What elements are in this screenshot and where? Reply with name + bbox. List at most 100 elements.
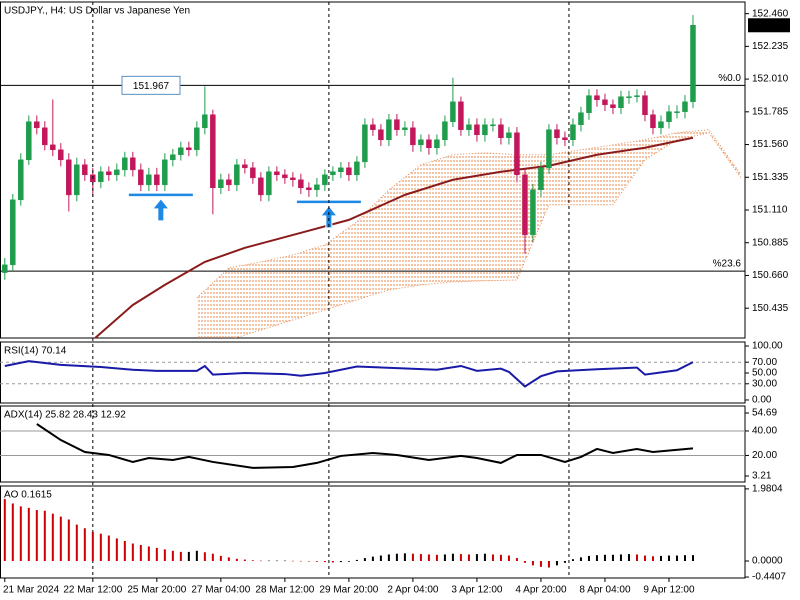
ao-bar <box>291 560 294 562</box>
x-tick-label: 21 Mar 2024 <box>3 585 60 596</box>
candle-body <box>42 127 48 146</box>
candle-body <box>562 137 568 140</box>
ao-bar <box>619 554 622 561</box>
candle-body <box>458 101 464 130</box>
ao-bar <box>643 555 646 561</box>
ao-bar <box>195 550 198 561</box>
y-tick-label: 150.885 <box>752 237 789 248</box>
panel-frame <box>0 485 746 579</box>
candle-body <box>466 124 472 130</box>
y-tick-label: 0.00 <box>752 395 772 406</box>
y-tick-label: 20.00 <box>752 450 777 461</box>
ao-bar <box>515 558 518 561</box>
candle-body <box>210 114 216 188</box>
ao-bar <box>107 535 110 561</box>
candle-body <box>50 144 56 151</box>
cloud-fill <box>196 129 741 338</box>
x-tick-label: 27 Mar 04:00 <box>191 585 250 596</box>
y-tick-label: 151.560 <box>752 139 789 150</box>
candle-body <box>682 101 688 112</box>
ao-bar <box>555 560 558 566</box>
ao-bar <box>507 555 510 561</box>
ao-bar <box>499 554 502 561</box>
candle-body <box>282 174 288 179</box>
ao-bar <box>411 553 414 561</box>
level-label: %23.6 <box>713 259 742 270</box>
ao-bar <box>59 516 62 561</box>
ao-bar <box>179 551 182 561</box>
candle-body <box>338 167 344 172</box>
candle-body <box>506 132 512 138</box>
y-tick-label: 3.21 <box>752 471 772 482</box>
y-tick-label: 40.00 <box>752 426 777 437</box>
candle-body <box>410 127 416 146</box>
ao-bar <box>227 557 230 561</box>
candle-body <box>306 187 312 191</box>
candle-body <box>578 112 584 126</box>
candle-body <box>386 119 392 140</box>
ao-bar <box>3 499 6 561</box>
candle-body <box>138 169 144 186</box>
candle-body <box>378 129 384 140</box>
ao-bar <box>419 554 422 561</box>
candle-body <box>18 159 24 201</box>
ao-bar <box>667 555 670 561</box>
candle-body <box>354 161 360 176</box>
candle-body <box>218 179 224 188</box>
candle-body <box>586 95 592 113</box>
ao-bar <box>443 554 446 561</box>
ao-bar <box>83 528 86 561</box>
ao-bar <box>299 560 302 562</box>
ao-bar <box>123 540 126 561</box>
y-tick-label: 70.00 <box>752 357 777 368</box>
candle-body <box>82 164 88 176</box>
ao-bar <box>627 554 630 561</box>
ao-bar <box>691 555 694 561</box>
y-tick-label: 30.00 <box>752 378 777 389</box>
x-tick-label: 3 Apr 12:00 <box>451 585 503 596</box>
ao-bar <box>579 557 582 561</box>
ao-bar <box>355 559 358 561</box>
ao-bar <box>323 560 326 563</box>
panel-title: USDJPY., H4: US Dollar vs Japanese Yen <box>4 6 190 17</box>
indicator-line <box>4 360 694 388</box>
ao-bar <box>451 553 454 561</box>
candle-body <box>370 124 376 130</box>
y-tick-label: 100.00 <box>752 341 783 352</box>
candle-body <box>34 121 40 129</box>
ao-bar <box>475 554 478 561</box>
x-tick-label: 25 Mar 20:00 <box>127 585 186 596</box>
candle-body <box>666 111 672 122</box>
candle-body <box>394 119 400 130</box>
ao-bar <box>203 552 206 561</box>
ao-bar <box>403 553 406 561</box>
candle-body <box>402 127 408 130</box>
candle-body <box>178 147 184 155</box>
ao-bar <box>387 554 390 561</box>
ao-bar <box>635 554 638 561</box>
ao-bar <box>491 554 494 561</box>
ao-bar <box>467 554 470 561</box>
candle-body <box>74 164 80 196</box>
candle-body <box>234 164 240 186</box>
candle-body <box>674 111 680 113</box>
ao-bar <box>75 524 78 561</box>
candle-body <box>290 177 296 180</box>
x-tick-label: 4 Apr 20:00 <box>515 585 567 596</box>
ao-bar <box>563 560 566 563</box>
ao-bar <box>131 543 134 561</box>
panel-title: ADX(14) 25.82 28.43 12.92 <box>4 410 126 421</box>
candle-body <box>330 171 336 176</box>
y-tick-label: -0.4407 <box>752 572 786 583</box>
ao-bar <box>307 560 310 562</box>
ao-bar <box>603 554 606 561</box>
ao-bar <box>11 503 14 561</box>
candle-body <box>538 167 544 191</box>
candle-body <box>114 169 120 176</box>
ao-bar <box>275 560 278 562</box>
candle-body <box>26 121 32 161</box>
candle-body <box>450 101 456 122</box>
ao-bar <box>259 560 262 562</box>
